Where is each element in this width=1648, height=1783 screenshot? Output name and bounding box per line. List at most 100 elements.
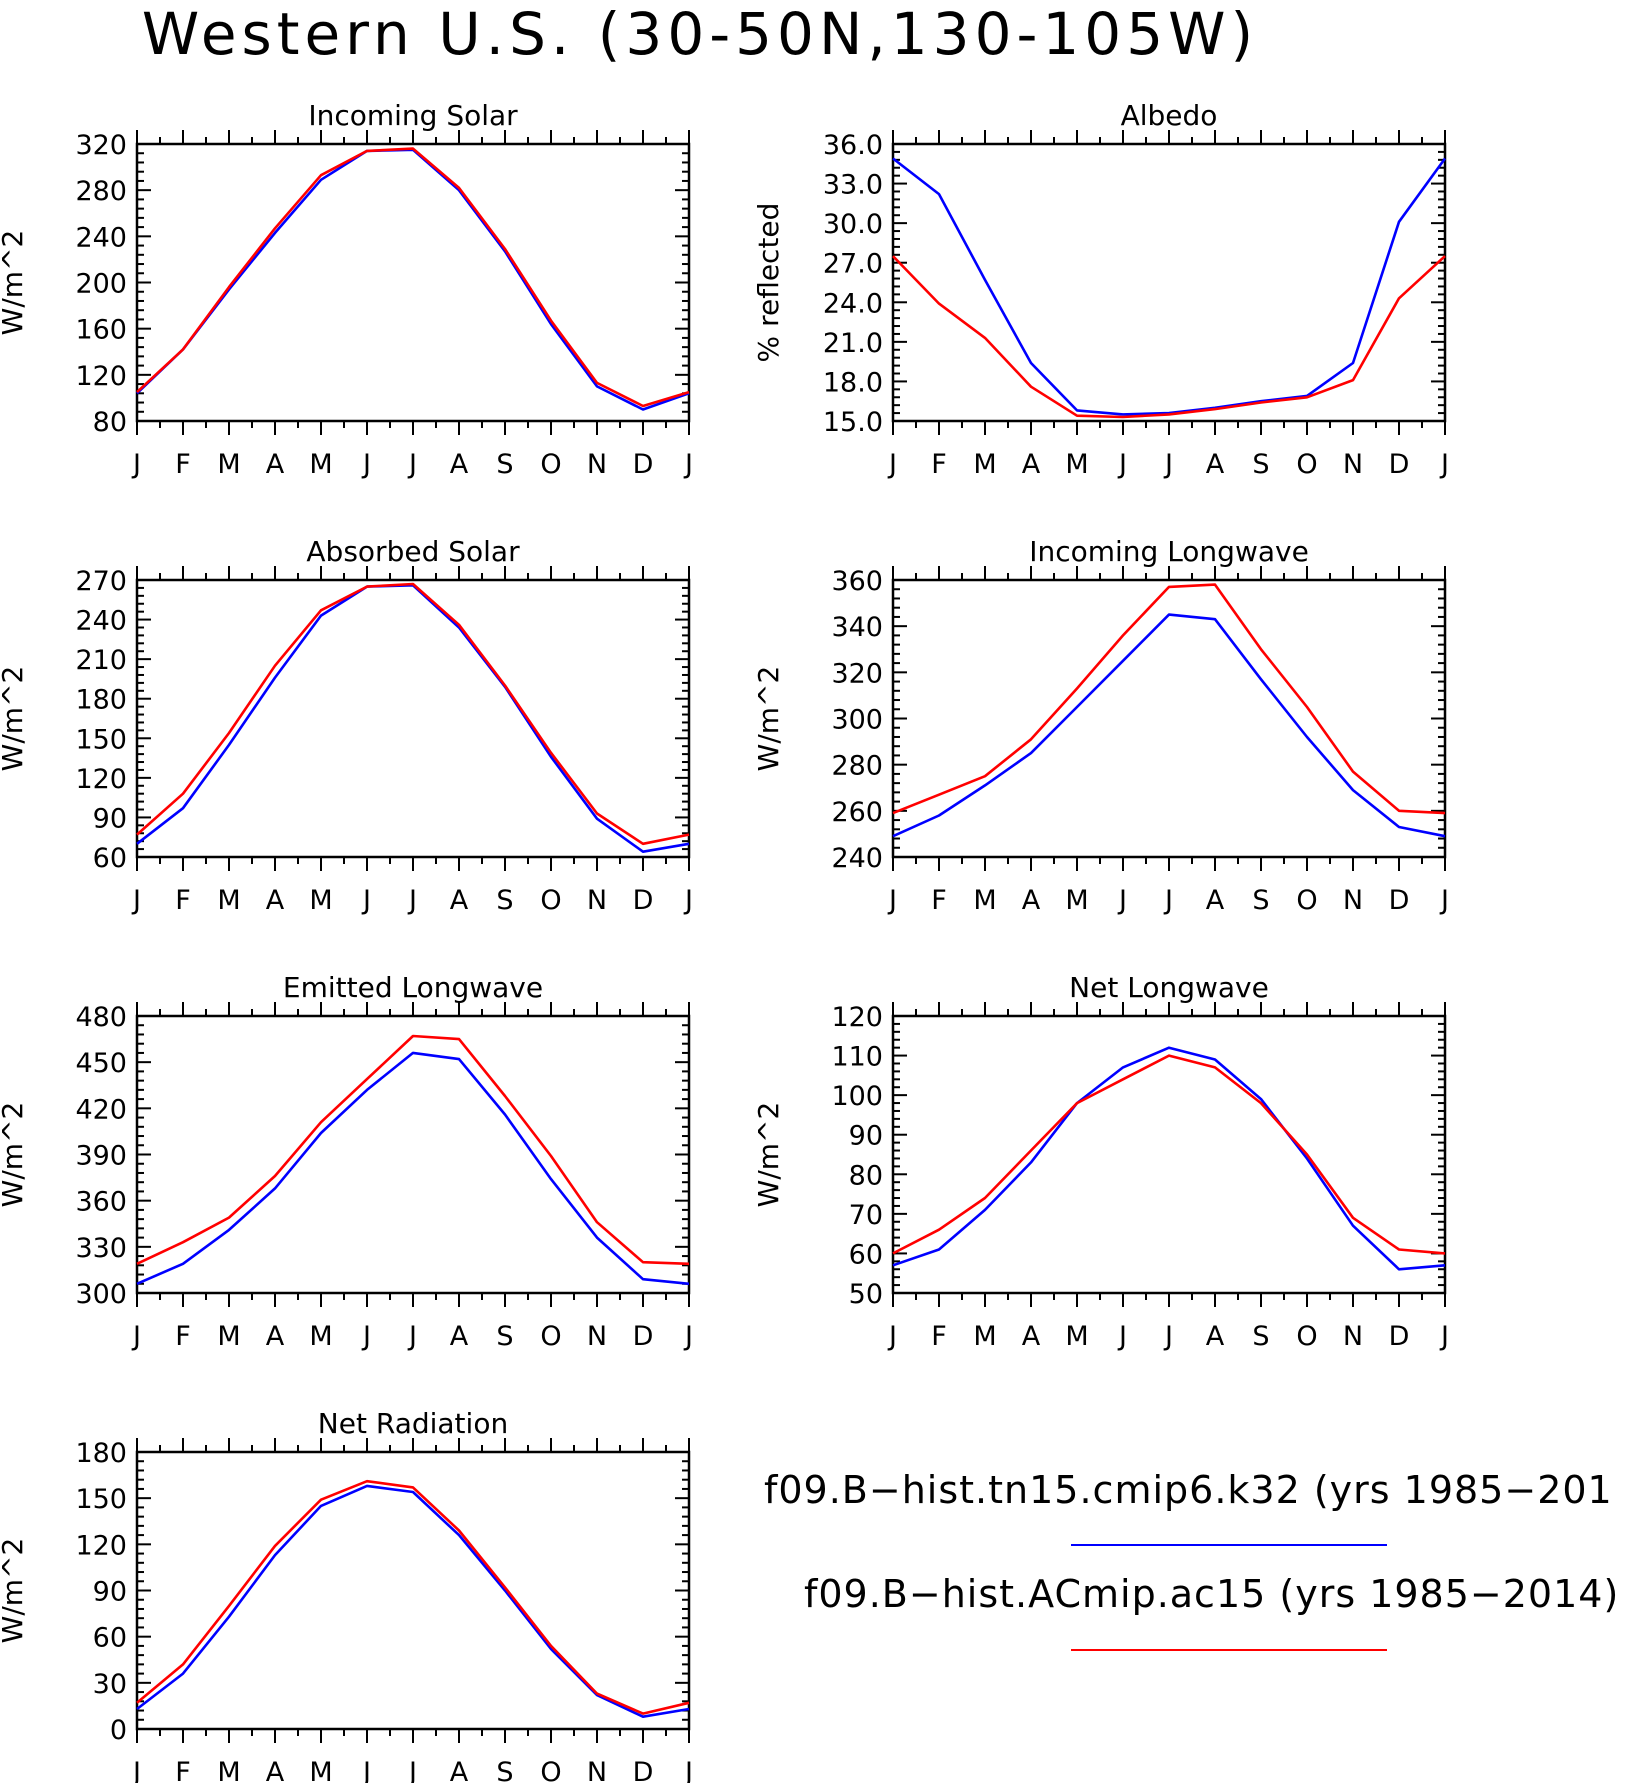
x-tick-label: J bbox=[683, 449, 693, 480]
x-tick-label: J bbox=[407, 449, 417, 480]
x-tick-label: J bbox=[361, 1321, 371, 1352]
y-tick-label: 70 bbox=[849, 1200, 883, 1231]
y-tick-label: 340 bbox=[831, 612, 883, 643]
y-axis-label: W/m^2 bbox=[0, 1538, 29, 1644]
y-axis-label: W/m^2 bbox=[0, 1102, 29, 1208]
plot-frame bbox=[135, 578, 691, 859]
x-tick-label: S bbox=[496, 1757, 513, 1783]
y-tick-label: 50 bbox=[849, 1279, 883, 1310]
y-axis-label: W/m^2 bbox=[752, 1102, 785, 1208]
y-tick-label: 240 bbox=[831, 843, 883, 874]
x-tick-label: J bbox=[361, 1757, 371, 1783]
legend-label-series-2: f09.B−hist.ACmip.ac15 (yrs 1985−2014) bbox=[804, 1572, 1620, 1616]
y-tick-label: 90 bbox=[849, 1121, 883, 1152]
series-line-2 bbox=[892, 583, 1446, 815]
x-tick-label: O bbox=[1296, 449, 1317, 480]
x-tick-label: O bbox=[540, 1321, 561, 1352]
y-tick-label: 60 bbox=[93, 843, 127, 874]
y-tick-label: 480 bbox=[75, 1002, 127, 1033]
y-tick-label: 100 bbox=[831, 1081, 883, 1112]
figure-title: Western U.S. (30-50N,130-105W) bbox=[141, 0, 1259, 68]
y-tick-label: 110 bbox=[831, 1042, 883, 1073]
x-tick-label: J bbox=[131, 1757, 141, 1783]
x-tick-label: J bbox=[361, 449, 371, 480]
series-line-1 bbox=[892, 157, 1447, 416]
series-line-2 bbox=[136, 1479, 690, 1715]
series-line-1 bbox=[136, 148, 690, 411]
y-tick-label: 320 bbox=[831, 658, 883, 689]
x-tick-label: S bbox=[1252, 1321, 1269, 1352]
x-tick-label: A bbox=[1206, 885, 1225, 916]
x-tick-label: D bbox=[633, 885, 654, 916]
x-tick-label: S bbox=[496, 885, 513, 916]
y-tick-label: 15.0 bbox=[823, 407, 883, 438]
y-axis-label: % reflected bbox=[752, 203, 785, 363]
x-tick-label: J bbox=[131, 1321, 141, 1352]
x-tick-label: J bbox=[361, 885, 371, 916]
x-tick-label: A bbox=[266, 1757, 285, 1783]
x-tick-label: M bbox=[973, 885, 996, 916]
x-tick-label: F bbox=[175, 885, 191, 916]
panel-title: Incoming Longwave bbox=[1029, 535, 1309, 568]
x-tick-label: J bbox=[683, 1757, 693, 1783]
legend-line-series-2 bbox=[1071, 1649, 1387, 1651]
x-tick-label: J bbox=[683, 885, 693, 916]
series-line-2 bbox=[136, 582, 690, 846]
y-tick-label: 60 bbox=[93, 1623, 127, 1654]
y-tick-label: 270 bbox=[75, 566, 127, 597]
x-tick-label: S bbox=[496, 449, 513, 480]
y-tick-label: 90 bbox=[93, 1577, 127, 1608]
series-line-1 bbox=[892, 613, 1446, 838]
x-tick-label: F bbox=[175, 1757, 191, 1783]
y-tick-label: 260 bbox=[831, 797, 883, 828]
x-tick-label: A bbox=[1206, 1321, 1225, 1352]
x-tick-label: D bbox=[1389, 449, 1410, 480]
y-tick-label: 160 bbox=[75, 315, 127, 346]
y-tick-label: 360 bbox=[831, 566, 883, 597]
panel-title: Albedo bbox=[1121, 99, 1218, 132]
x-tick-label: M bbox=[973, 449, 996, 480]
x-tick-label: J bbox=[887, 1321, 897, 1352]
y-tick-label: 300 bbox=[75, 1279, 127, 1310]
x-tick-label: J bbox=[887, 449, 897, 480]
y-tick-label: 280 bbox=[831, 751, 883, 782]
series-line-1 bbox=[892, 1046, 1446, 1271]
y-tick-label: 420 bbox=[75, 1094, 127, 1125]
x-tick-label: J bbox=[1163, 885, 1173, 916]
x-tick-label: N bbox=[1343, 1321, 1363, 1352]
x-tick-label: A bbox=[450, 449, 469, 480]
x-tick-label: D bbox=[1389, 885, 1410, 916]
y-tick-label: 36.0 bbox=[823, 130, 883, 161]
x-tick-label: M bbox=[217, 449, 240, 480]
x-tick-label: J bbox=[407, 1321, 417, 1352]
y-tick-label: 80 bbox=[93, 407, 127, 438]
y-tick-label: 27.0 bbox=[823, 249, 883, 280]
x-tick-label: S bbox=[496, 1321, 513, 1352]
x-tick-label: F bbox=[931, 449, 947, 480]
x-tick-label: M bbox=[309, 885, 332, 916]
x-tick-label: M bbox=[217, 885, 240, 916]
x-tick-label: N bbox=[587, 1757, 607, 1783]
y-tick-label: 90 bbox=[93, 803, 127, 834]
x-tick-label: O bbox=[1296, 1321, 1317, 1352]
x-tick-label: A bbox=[450, 1321, 469, 1352]
x-tick-label: F bbox=[175, 1321, 191, 1352]
x-tick-label: D bbox=[1389, 1321, 1410, 1352]
y-tick-label: 0 bbox=[110, 1715, 127, 1746]
x-tick-label: J bbox=[1117, 885, 1127, 916]
x-tick-label: N bbox=[1343, 885, 1363, 916]
x-tick-label: J bbox=[1163, 449, 1173, 480]
y-tick-label: 210 bbox=[75, 645, 127, 676]
plot-frame bbox=[891, 1014, 1447, 1295]
y-tick-label: 60 bbox=[849, 1239, 883, 1270]
x-tick-label: J bbox=[131, 885, 141, 916]
x-tick-label: S bbox=[1252, 449, 1269, 480]
x-tick-label: D bbox=[633, 1757, 654, 1783]
y-tick-label: 150 bbox=[75, 724, 127, 755]
y-tick-label: 120 bbox=[75, 764, 127, 795]
plot-frame bbox=[135, 142, 691, 423]
x-tick-label: J bbox=[1439, 885, 1449, 916]
